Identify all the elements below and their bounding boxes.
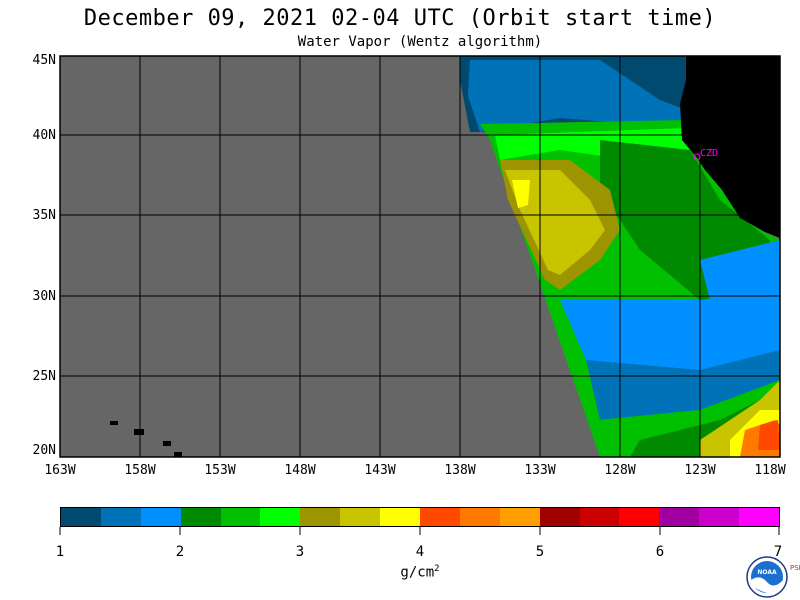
colorbar-swatch — [619, 508, 660, 526]
land-hawaii — [110, 421, 182, 457]
colorbar-swatch — [300, 508, 341, 526]
lon-label-158w: 158W — [124, 463, 156, 478]
colorbar-tick-6: 6 — [655, 544, 665, 560]
colorbar-swatch — [699, 508, 740, 526]
colorbar-swatch — [380, 508, 421, 526]
colorbar-swatch — [140, 508, 181, 526]
map-title: December 09, 2021 02-04 UTC (Orbit start… — [83, 6, 717, 31]
lon-label-128w: 128W — [604, 463, 636, 478]
lat-label-20n: 20N — [32, 443, 56, 458]
colorbar-tick-1: 1 — [55, 544, 65, 560]
lat-label-30n: 30N — [32, 289, 56, 304]
lon-label-148w: 148W — [284, 463, 316, 478]
svg-text:NOAA: NOAA — [757, 569, 777, 576]
station-marker-icon — [693, 153, 701, 161]
lat-lon-grid — [60, 56, 780, 457]
colorbar-tick-5: 5 — [535, 544, 545, 560]
map-frame — [59, 55, 781, 458]
lon-label-123w: 123W — [684, 463, 716, 478]
lat-label-35n: 35N — [32, 208, 56, 223]
station-label: CZD — [700, 148, 718, 159]
colorbar-swatch — [420, 508, 460, 526]
lat-label-25n: 25N — [32, 369, 56, 384]
lon-label-138w: 138W — [444, 463, 476, 478]
lon-label-153w: 153W — [204, 463, 236, 478]
colorbar-swatch — [100, 508, 141, 526]
colorbar-unit: g/cm2 — [400, 564, 440, 581]
colorbar-swatch — [659, 508, 700, 526]
lon-label-133w: 133W — [524, 463, 556, 478]
lon-label-163w: 163W — [44, 463, 76, 478]
lon-label-118w: 118W — [754, 463, 786, 478]
lon-label-143w: 143W — [364, 463, 396, 478]
noaa-logo-icon: NOAA — [746, 556, 788, 598]
colorbar-swatch — [340, 508, 381, 526]
psl-logo-text: PSL — [790, 564, 800, 572]
colorbar-swatch — [459, 508, 500, 526]
colorbar-swatch — [260, 508, 301, 526]
colorbar-tick-4: 4 — [415, 544, 425, 560]
colorbar-swatch — [579, 508, 620, 526]
colorbar-swatch — [220, 508, 261, 526]
colorbar-tick-2: 2 — [175, 544, 185, 560]
colorbar — [60, 507, 780, 527]
colorbar-swatch — [739, 508, 780, 526]
map-subtitle: Water Vapor (Wentz algorithm) — [297, 34, 543, 50]
colorbar-tick-7: 7 — [773, 544, 783, 560]
colorbar-tick-3: 3 — [295, 544, 305, 560]
colorbar-swatch — [180, 508, 221, 526]
colorbar-swatch — [499, 508, 540, 526]
colorbar-swatch — [539, 508, 580, 526]
colorbar-swatch — [61, 508, 101, 526]
land-california — [680, 56, 780, 238]
lat-label-40n: 40N — [32, 128, 56, 143]
water-vapor-swath — [460, 56, 780, 457]
lat-label-45n: 45N — [32, 53, 56, 68]
